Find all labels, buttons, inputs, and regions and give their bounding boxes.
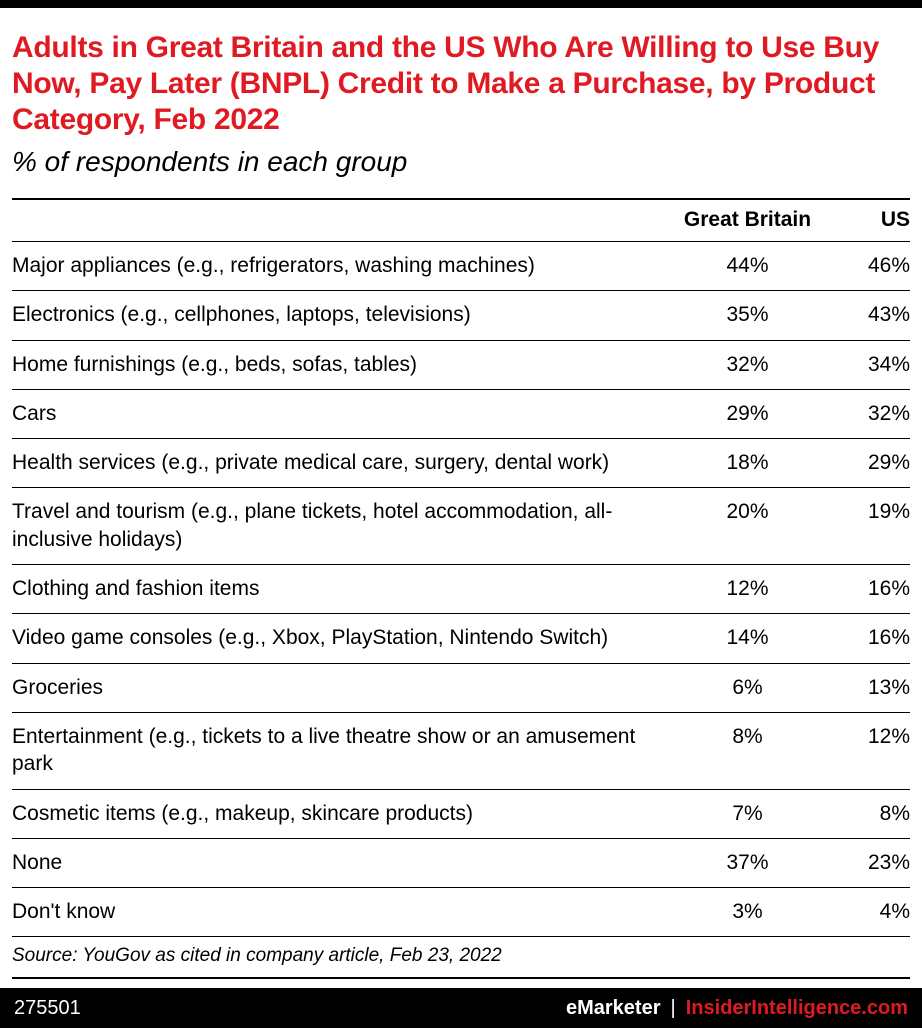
- category-cell: Don't know: [12, 887, 665, 938]
- category-cell: Travel and tourism (e.g., plane tickets,…: [12, 487, 665, 566]
- chart-content: Adults in Great Britain and the US Who A…: [0, 8, 922, 980]
- category-cell: Clothing and fashion items: [12, 564, 665, 615]
- table-row: Clothing and fashion items 12% 16%: [12, 564, 910, 615]
- table-row: Don't know 3% 4%: [12, 887, 910, 938]
- category-cell: Cosmetic items (e.g., makeup, skincare p…: [12, 789, 665, 839]
- source-note: Source: YouGov as cited in company artic…: [12, 937, 910, 980]
- category-cell: Entertainment (e.g., tickets to a live t…: [12, 712, 665, 790]
- table-row: Electronics (e.g., cellphones, laptops, …: [12, 290, 910, 341]
- emarketer-logo[interactable]: eMarketer: [565, 996, 661, 1019]
- gb-value-cell: 7%: [665, 789, 830, 839]
- brand-separator: |: [670, 996, 676, 1019]
- chart-subtitle: % of respondents in each group: [12, 146, 408, 177]
- category-cell: Electronics (e.g., cellphones, laptops, …: [12, 290, 665, 341]
- footer-brands: eMarketer | InsiderIntelligence.com: [566, 997, 908, 1020]
- gb-value-cell: 14%: [665, 613, 830, 664]
- category-cell: None: [12, 838, 665, 889]
- table-row: None 37% 23%: [12, 838, 910, 889]
- gb-value-cell: 44%: [665, 241, 830, 292]
- us-value-cell: 29%: [830, 438, 910, 489]
- chart-id: 275501: [14, 996, 81, 1019]
- category-cell: Cars: [12, 389, 665, 440]
- us-value-cell: 8%: [830, 789, 910, 839]
- us-value-cell: 34%: [830, 340, 910, 390]
- gb-value-cell: 12%: [665, 564, 830, 615]
- table-row: Cars 29% 32%: [12, 389, 910, 440]
- us-value-cell: 32%: [830, 389, 910, 440]
- category-cell: Major appliances (e.g., refrigerators, w…: [12, 241, 665, 292]
- table-row: Groceries 6% 13%: [12, 663, 910, 713]
- data-table: Great Britain US Major appliances (e.g.,…: [12, 198, 910, 938]
- gb-value-cell: 18%: [665, 438, 830, 489]
- table-row: Health services (e.g., private medical c…: [12, 438, 910, 489]
- gb-value-cell: 3%: [665, 887, 830, 938]
- us-value-cell: 16%: [830, 564, 910, 615]
- us-value-cell: 46%: [830, 241, 910, 292]
- us-value-cell: 4%: [830, 887, 910, 938]
- us-value-cell: 16%: [830, 613, 910, 664]
- gb-value-cell: 8%: [665, 712, 830, 790]
- gb-value-cell: 37%: [665, 838, 830, 889]
- insider-intelligence-link[interactable]: InsiderIntelligence.com: [685, 996, 908, 1019]
- footer-bar: 275501 eMarketer | InsiderIntelligence.c…: [0, 988, 922, 1028]
- table-row: Video game consoles (e.g., Xbox, PlaySta…: [12, 613, 910, 664]
- header-row: Great Britain US: [12, 198, 910, 242]
- table-row: Home furnishings (e.g., beds, sofas, tab…: [12, 340, 910, 390]
- col-header-us: US: [830, 198, 910, 242]
- category-cell: Video game consoles (e.g., Xbox, PlaySta…: [12, 613, 665, 664]
- us-value-cell: 12%: [830, 712, 910, 790]
- table-row: Entertainment (e.g., tickets to a live t…: [12, 712, 910, 790]
- us-value-cell: 23%: [830, 838, 910, 889]
- table-row: Major appliances (e.g., refrigerators, w…: [12, 241, 910, 292]
- category-cell: Home furnishings (e.g., beds, sofas, tab…: [12, 340, 665, 390]
- category-cell: Health services (e.g., private medical c…: [12, 438, 665, 489]
- chart-title: Adults in Great Britain and the US Who A…: [12, 31, 880, 136]
- category-cell: Groceries: [12, 663, 665, 713]
- us-value-cell: 19%: [830, 487, 910, 566]
- us-value-cell: 13%: [830, 663, 910, 713]
- gb-value-cell: 6%: [665, 663, 830, 713]
- table-row: Travel and tourism (e.g., plane tickets,…: [12, 487, 910, 566]
- gb-value-cell: 32%: [665, 340, 830, 390]
- col-header-great-britain: Great Britain: [665, 198, 830, 242]
- top-bar: [0, 0, 922, 8]
- gb-value-cell: 35%: [665, 290, 830, 341]
- col-header-category: [12, 198, 665, 242]
- table-row: Cosmetic items (e.g., makeup, skincare p…: [12, 789, 910, 839]
- us-value-cell: 43%: [830, 290, 910, 341]
- gb-value-cell: 29%: [665, 389, 830, 440]
- gb-value-cell: 20%: [665, 487, 830, 566]
